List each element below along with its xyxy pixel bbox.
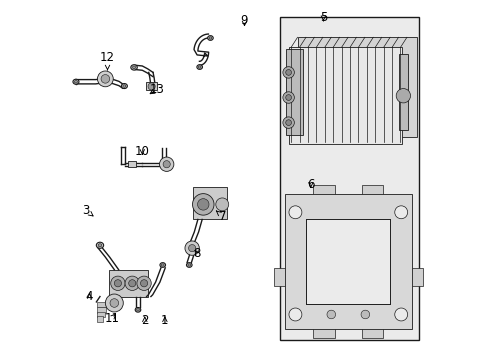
Circle shape bbox=[282, 117, 294, 129]
Text: 5: 5 bbox=[319, 12, 326, 24]
Text: 3: 3 bbox=[82, 204, 93, 217]
Text: 4: 4 bbox=[86, 290, 93, 303]
Circle shape bbox=[282, 92, 294, 103]
Bar bbox=[97, 316, 103, 321]
Circle shape bbox=[394, 206, 407, 219]
Text: 7: 7 bbox=[216, 210, 226, 223]
Circle shape bbox=[128, 280, 136, 287]
Ellipse shape bbox=[131, 65, 137, 70]
Ellipse shape bbox=[197, 65, 202, 69]
Circle shape bbox=[326, 310, 335, 319]
Circle shape bbox=[97, 71, 113, 87]
Ellipse shape bbox=[132, 66, 135, 69]
Bar bbox=[145, 82, 157, 90]
Circle shape bbox=[114, 280, 121, 287]
Ellipse shape bbox=[207, 36, 213, 40]
Bar bbox=[313, 185, 334, 194]
Circle shape bbox=[395, 89, 410, 103]
Ellipse shape bbox=[122, 85, 125, 87]
Circle shape bbox=[285, 120, 291, 126]
Ellipse shape bbox=[161, 264, 164, 266]
Circle shape bbox=[140, 280, 147, 287]
Ellipse shape bbox=[96, 242, 103, 248]
Bar bbox=[97, 307, 106, 313]
Text: 13: 13 bbox=[149, 83, 164, 96]
Circle shape bbox=[110, 276, 125, 291]
Bar bbox=[285, 49, 303, 135]
Ellipse shape bbox=[74, 81, 77, 83]
Circle shape bbox=[148, 83, 155, 90]
Circle shape bbox=[163, 161, 170, 168]
Circle shape bbox=[288, 308, 301, 321]
Circle shape bbox=[188, 244, 195, 252]
Bar bbox=[361, 185, 383, 194]
Bar bbox=[128, 161, 136, 167]
Bar bbox=[109, 270, 148, 297]
Circle shape bbox=[394, 308, 407, 321]
Bar bbox=[192, 187, 226, 220]
Ellipse shape bbox=[186, 263, 192, 267]
Bar bbox=[361, 329, 383, 338]
Bar bbox=[398, 54, 407, 130]
Circle shape bbox=[288, 206, 301, 219]
Text: 10: 10 bbox=[135, 145, 149, 158]
Circle shape bbox=[137, 276, 151, 291]
Ellipse shape bbox=[208, 37, 211, 39]
Circle shape bbox=[282, 67, 294, 78]
Circle shape bbox=[215, 198, 228, 211]
Bar bbox=[411, 268, 422, 286]
Bar bbox=[313, 329, 334, 338]
Text: 2: 2 bbox=[141, 314, 148, 327]
Bar bbox=[97, 312, 104, 317]
Text: 8: 8 bbox=[193, 247, 201, 260]
Circle shape bbox=[125, 276, 139, 291]
Circle shape bbox=[192, 194, 214, 215]
Circle shape bbox=[101, 75, 109, 83]
Bar bbox=[273, 268, 284, 286]
Circle shape bbox=[285, 95, 291, 100]
Circle shape bbox=[360, 310, 369, 319]
Ellipse shape bbox=[121, 84, 127, 89]
Bar bbox=[289, 47, 402, 144]
Ellipse shape bbox=[136, 309, 139, 311]
Circle shape bbox=[197, 199, 208, 210]
Ellipse shape bbox=[98, 244, 102, 247]
Ellipse shape bbox=[135, 307, 141, 312]
Bar bbox=[279, 17, 418, 339]
Bar bbox=[97, 302, 108, 307]
Bar bbox=[305, 220, 389, 304]
Bar bbox=[298, 37, 416, 137]
Text: 12: 12 bbox=[100, 51, 115, 70]
Circle shape bbox=[159, 157, 174, 171]
Ellipse shape bbox=[160, 263, 165, 267]
Circle shape bbox=[110, 299, 119, 307]
Ellipse shape bbox=[198, 66, 201, 68]
Circle shape bbox=[184, 241, 199, 255]
Circle shape bbox=[285, 69, 291, 75]
Text: 9: 9 bbox=[240, 14, 248, 27]
Circle shape bbox=[105, 294, 123, 312]
Ellipse shape bbox=[73, 79, 79, 84]
Text: 1: 1 bbox=[161, 314, 168, 327]
Text: 6: 6 bbox=[306, 178, 314, 191]
Ellipse shape bbox=[187, 264, 190, 266]
Bar bbox=[284, 194, 411, 329]
Text: 11: 11 bbox=[104, 311, 119, 325]
